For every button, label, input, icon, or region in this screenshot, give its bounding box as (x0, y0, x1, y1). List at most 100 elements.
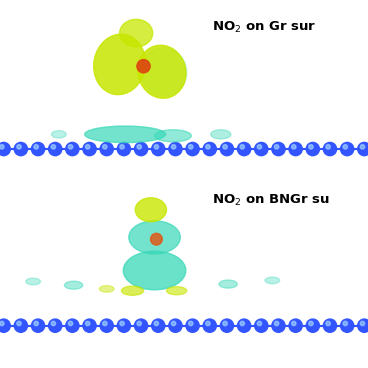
Circle shape (17, 321, 21, 326)
Circle shape (186, 319, 199, 332)
Circle shape (206, 145, 210, 149)
Circle shape (31, 319, 45, 332)
Circle shape (0, 321, 4, 326)
Circle shape (34, 145, 38, 149)
Circle shape (137, 60, 150, 73)
Circle shape (17, 145, 21, 149)
Circle shape (100, 319, 113, 332)
Circle shape (152, 319, 165, 332)
Circle shape (323, 319, 337, 332)
Circle shape (275, 145, 279, 149)
Ellipse shape (210, 130, 231, 139)
Circle shape (152, 142, 165, 156)
Ellipse shape (166, 287, 187, 295)
Circle shape (68, 321, 73, 326)
Circle shape (360, 321, 365, 326)
Circle shape (223, 145, 227, 149)
Circle shape (171, 321, 176, 326)
Ellipse shape (52, 131, 66, 138)
Circle shape (291, 145, 296, 149)
Circle shape (34, 321, 38, 326)
Circle shape (0, 145, 4, 149)
Circle shape (120, 145, 124, 149)
Circle shape (203, 142, 216, 156)
Circle shape (134, 319, 148, 332)
Circle shape (255, 319, 268, 332)
Circle shape (31, 142, 45, 156)
Circle shape (203, 319, 216, 332)
Circle shape (272, 142, 285, 156)
Circle shape (169, 142, 182, 156)
Circle shape (309, 321, 313, 326)
Circle shape (100, 142, 113, 156)
Circle shape (154, 145, 159, 149)
Circle shape (237, 319, 251, 332)
Circle shape (151, 233, 162, 245)
Circle shape (255, 142, 268, 156)
Circle shape (14, 319, 28, 332)
Circle shape (188, 321, 193, 326)
Circle shape (275, 321, 279, 326)
Ellipse shape (141, 48, 187, 96)
Circle shape (66, 142, 79, 156)
Circle shape (340, 319, 354, 332)
Ellipse shape (85, 126, 166, 142)
Circle shape (66, 319, 79, 332)
Circle shape (220, 319, 234, 332)
Circle shape (240, 145, 244, 149)
Circle shape (240, 321, 244, 326)
Circle shape (206, 321, 210, 326)
Ellipse shape (138, 45, 186, 98)
Circle shape (186, 142, 199, 156)
Text: NO$_2$ on Gr sur: NO$_2$ on Gr sur (212, 20, 316, 35)
Circle shape (306, 319, 319, 332)
Circle shape (137, 321, 141, 326)
Circle shape (103, 321, 107, 326)
Circle shape (272, 319, 285, 332)
Ellipse shape (94, 34, 145, 95)
Circle shape (326, 321, 330, 326)
Circle shape (85, 321, 90, 326)
Circle shape (309, 145, 313, 149)
Circle shape (134, 142, 148, 156)
Circle shape (291, 321, 296, 326)
Ellipse shape (99, 286, 114, 292)
Circle shape (220, 142, 234, 156)
Circle shape (289, 142, 302, 156)
Circle shape (340, 142, 354, 156)
Ellipse shape (26, 278, 40, 285)
Circle shape (188, 145, 193, 149)
Circle shape (343, 145, 347, 149)
Circle shape (49, 142, 62, 156)
Circle shape (83, 319, 96, 332)
Circle shape (326, 145, 330, 149)
Ellipse shape (121, 286, 144, 295)
Circle shape (358, 319, 368, 332)
Circle shape (237, 142, 251, 156)
Ellipse shape (123, 251, 186, 290)
Ellipse shape (64, 281, 83, 289)
Circle shape (14, 142, 28, 156)
Circle shape (51, 145, 56, 149)
Ellipse shape (120, 19, 153, 47)
Circle shape (360, 145, 365, 149)
Circle shape (257, 321, 262, 326)
Circle shape (289, 319, 302, 332)
Ellipse shape (155, 130, 191, 142)
Circle shape (117, 142, 131, 156)
Circle shape (154, 321, 159, 326)
Circle shape (169, 319, 182, 332)
Circle shape (223, 321, 227, 326)
Circle shape (49, 319, 62, 332)
Ellipse shape (219, 280, 237, 288)
Circle shape (171, 145, 176, 149)
Circle shape (323, 142, 337, 156)
Ellipse shape (129, 221, 180, 254)
Circle shape (103, 145, 107, 149)
Circle shape (120, 321, 124, 326)
Circle shape (85, 145, 90, 149)
Circle shape (0, 319, 10, 332)
Circle shape (68, 145, 73, 149)
Circle shape (51, 321, 56, 326)
Ellipse shape (265, 277, 280, 284)
